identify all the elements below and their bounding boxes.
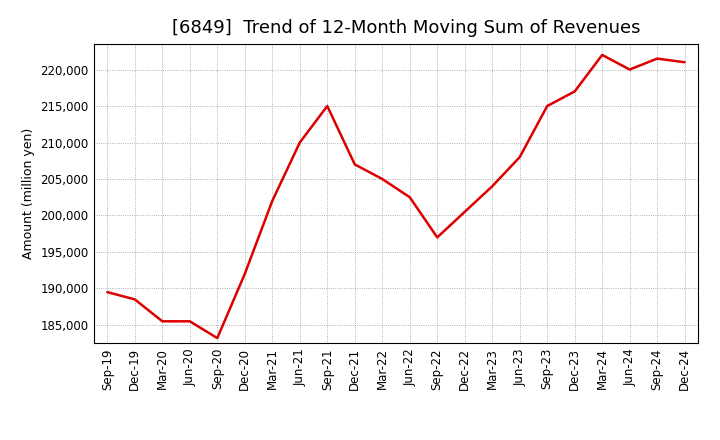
- Y-axis label: Amount (million yen): Amount (million yen): [22, 128, 35, 259]
- Text: [6849]  Trend of 12-Month Moving Sum of Revenues: [6849] Trend of 12-Month Moving Sum of R…: [172, 19, 641, 37]
